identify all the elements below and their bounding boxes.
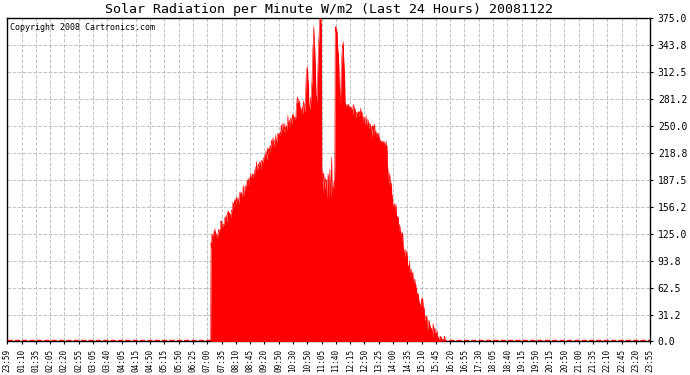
Title: Solar Radiation per Minute W/m2 (Last 24 Hours) 20081122: Solar Radiation per Minute W/m2 (Last 24… bbox=[105, 3, 553, 16]
Text: Copyright 2008 Cartronics.com: Copyright 2008 Cartronics.com bbox=[10, 23, 155, 32]
